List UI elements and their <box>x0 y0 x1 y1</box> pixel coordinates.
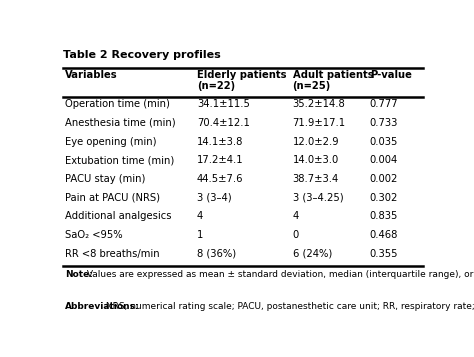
Text: 0.002: 0.002 <box>370 174 398 184</box>
Text: 17.2±4.1: 17.2±4.1 <box>197 155 244 165</box>
Text: 0.733: 0.733 <box>370 118 398 128</box>
Text: 8 (36%): 8 (36%) <box>197 249 236 259</box>
Text: 3 (3–4.25): 3 (3–4.25) <box>292 193 343 203</box>
Text: Table 2 Recovery profiles: Table 2 Recovery profiles <box>63 50 221 60</box>
Text: Operation time (min): Operation time (min) <box>65 99 170 109</box>
Text: 0: 0 <box>292 230 299 240</box>
Text: 0.004: 0.004 <box>370 155 398 165</box>
Text: SaO₂ <95%: SaO₂ <95% <box>65 230 122 240</box>
Text: Eye opening (min): Eye opening (min) <box>65 137 156 147</box>
Text: 1: 1 <box>197 230 203 240</box>
Text: 14.0±3.0: 14.0±3.0 <box>292 155 339 165</box>
Text: Elderly patients
(n=22): Elderly patients (n=22) <box>197 70 286 91</box>
Text: 3 (3–4): 3 (3–4) <box>197 193 232 203</box>
Text: Adult patients
(n=25): Adult patients (n=25) <box>292 70 373 91</box>
Text: 0.302: 0.302 <box>370 193 398 203</box>
Text: RR <8 breaths/min: RR <8 breaths/min <box>65 249 159 259</box>
Text: Note:: Note: <box>65 271 92 280</box>
Text: PACU stay (min): PACU stay (min) <box>65 174 145 184</box>
Text: 71.9±17.1: 71.9±17.1 <box>292 118 346 128</box>
Text: Anesthesia time (min): Anesthesia time (min) <box>65 118 175 128</box>
Text: 0.035: 0.035 <box>370 137 398 147</box>
Text: Pain at PACU (NRS): Pain at PACU (NRS) <box>65 193 160 203</box>
Text: 4: 4 <box>197 211 203 221</box>
Text: NRS, numerical rating scale; PACU, postanesthetic care unit; RR, respiratory rat: NRS, numerical rating scale; PACU, posta… <box>103 302 474 311</box>
Text: 34.1±11.5: 34.1±11.5 <box>197 99 250 109</box>
Text: 35.2±14.8: 35.2±14.8 <box>292 99 345 109</box>
Text: 12.0±2.9: 12.0±2.9 <box>292 137 339 147</box>
Text: Abbreviations:: Abbreviations: <box>65 302 139 311</box>
Text: P-value: P-value <box>370 70 411 80</box>
Text: Extubation time (min): Extubation time (min) <box>65 155 174 165</box>
Text: 44.5±7.6: 44.5±7.6 <box>197 174 244 184</box>
Text: Additional analgesics: Additional analgesics <box>65 211 171 221</box>
Text: Variables: Variables <box>65 70 118 80</box>
Text: 4: 4 <box>292 211 299 221</box>
Text: 0.777: 0.777 <box>370 99 398 109</box>
Text: 70.4±12.1: 70.4±12.1 <box>197 118 250 128</box>
Text: 0.468: 0.468 <box>370 230 398 240</box>
Text: 6 (24%): 6 (24%) <box>292 249 332 259</box>
Text: 0.355: 0.355 <box>370 249 398 259</box>
Text: 0.835: 0.835 <box>370 211 398 221</box>
Text: 14.1±3.8: 14.1±3.8 <box>197 137 243 147</box>
Text: Values are expressed as mean ± standard deviation, median (interquartile range),: Values are expressed as mean ± standard … <box>84 271 474 280</box>
Text: 38.7±3.4: 38.7±3.4 <box>292 174 339 184</box>
